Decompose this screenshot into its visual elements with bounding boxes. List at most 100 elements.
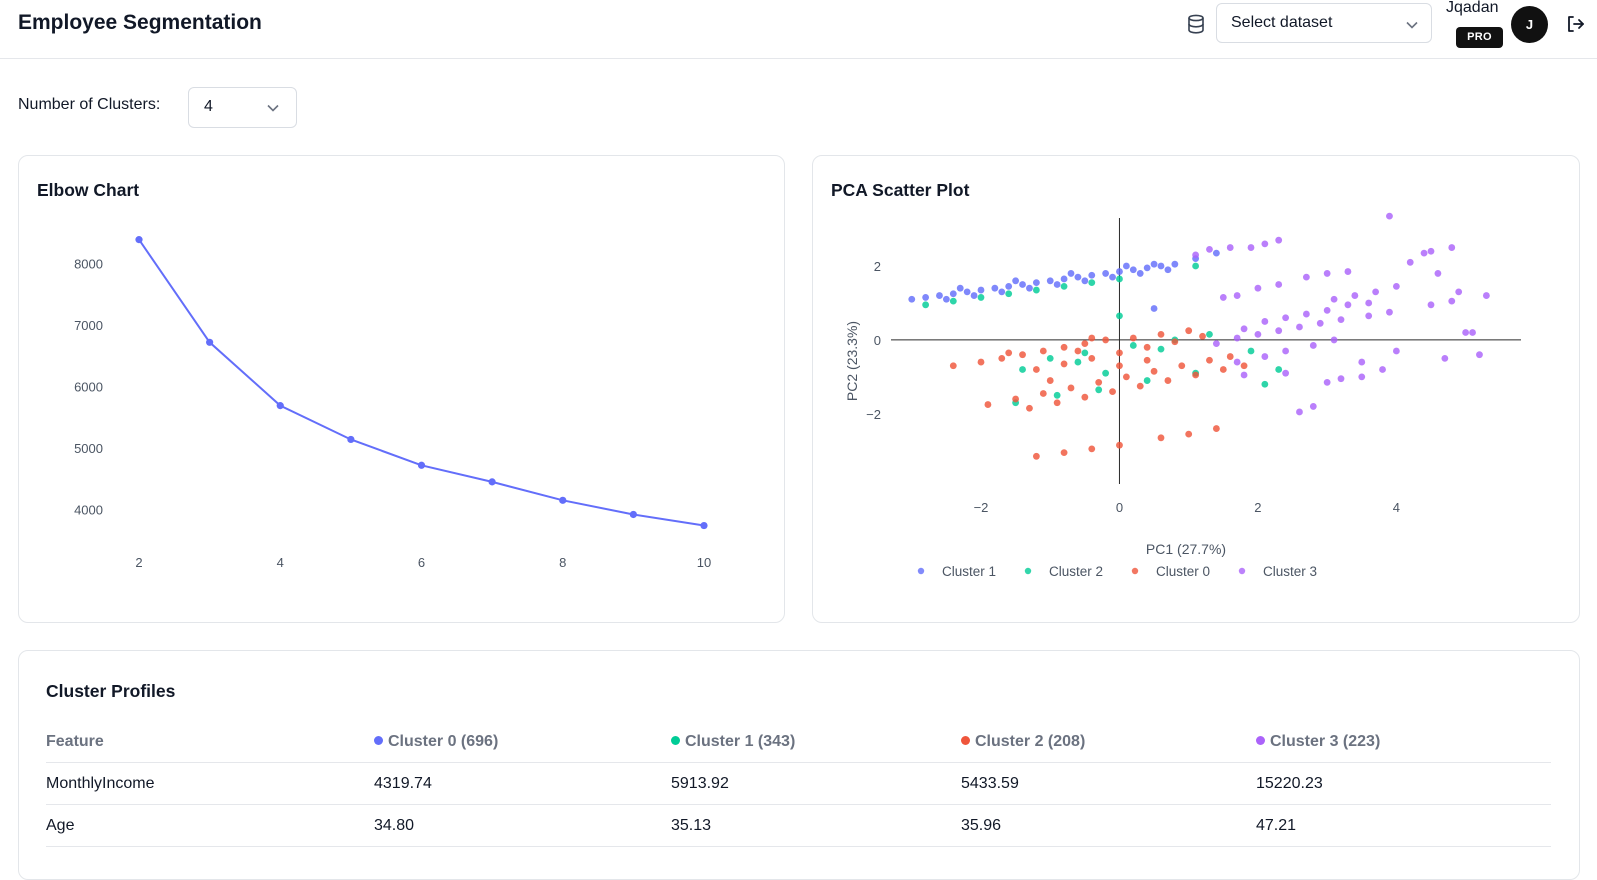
pca-scatter-title: PCA Scatter Plot (831, 180, 970, 200)
scatter-point (1060, 343, 1068, 351)
scatter-point (1150, 367, 1158, 375)
scatter-point (1254, 284, 1262, 292)
legend-label: Cluster 3 (1263, 564, 1317, 579)
scatter-point (1157, 345, 1165, 353)
legend-label: Cluster 2 (1049, 564, 1103, 579)
scatter-point (1302, 310, 1310, 318)
scatter-point (1053, 399, 1061, 407)
scatter-point (1005, 282, 1013, 290)
x-tick-label: 10 (697, 555, 711, 570)
scatter-point (1046, 277, 1054, 285)
scatter-point (1060, 282, 1068, 290)
legend-item: Cluster 3 (1238, 564, 1317, 579)
scatter-point (1302, 273, 1310, 281)
scatter-point (1116, 268, 1123, 275)
scatter-point (977, 358, 985, 366)
scatter-point (1136, 382, 1144, 390)
clusters-select[interactable]: 4 (188, 87, 297, 128)
legend-item: Cluster 1 (917, 564, 996, 579)
scatter-point (1157, 262, 1165, 270)
scatter-point (1476, 351, 1483, 359)
scatter-point (1441, 354, 1449, 362)
scatter-point (1261, 353, 1269, 360)
scatter-point (1212, 340, 1220, 348)
elbow-point (700, 521, 708, 530)
elbow-point (135, 236, 143, 244)
scatter-point (1199, 332, 1206, 340)
scatter-point (1372, 288, 1380, 296)
x-tick-label: 2 (135, 555, 142, 570)
top-bar: Employee Segmentation Select dataset Jqa… (0, 0, 1597, 59)
scatter-point (1039, 347, 1047, 355)
scatter-point (1309, 342, 1317, 349)
scatter-point (1282, 314, 1290, 322)
scatter-point (1233, 292, 1241, 299)
scatter-point (1275, 236, 1283, 244)
scatter-point (956, 284, 964, 292)
scatter-point (1275, 327, 1283, 335)
scatter-point (1254, 330, 1262, 338)
y-tick-label: 2 (874, 259, 881, 274)
scatter-point (970, 292, 978, 299)
scatter-point (1192, 371, 1200, 379)
scatter-point (998, 288, 1006, 296)
clusters-label: Number of Clusters: (18, 96, 161, 113)
scatter-point (1032, 286, 1040, 294)
scatter-point (1420, 249, 1428, 257)
scatter-point (1157, 330, 1165, 338)
scatter-point (1067, 270, 1075, 277)
cluster-color-dot (1256, 736, 1265, 745)
scatter-point (1046, 377, 1054, 384)
dataset-select[interactable]: Select dataset (1216, 3, 1432, 43)
scatter-point (1088, 334, 1096, 342)
pca-scatter-chart: −2 0 2 4 2 0 −2 PC1 (27.7%) PC2 (23.3%) Cluster 1… (844, 212, 1521, 579)
scatter-point (991, 284, 999, 292)
scatter-point (1226, 244, 1234, 251)
scatter-point (1261, 240, 1269, 248)
scatter-point (1039, 390, 1047, 397)
x-axis-label: PC1 (27.7%) (1146, 541, 1226, 557)
scatter-point (1095, 379, 1103, 386)
scatter-point (949, 362, 957, 370)
elbow-point (276, 402, 284, 410)
scatter-point (1150, 305, 1158, 312)
elbow-line (138, 239, 705, 527)
avatar[interactable]: J (1511, 6, 1548, 43)
scatter-point (1275, 366, 1283, 373)
legend-item: Cluster 2 (1024, 564, 1103, 579)
scatter-point (1219, 294, 1227, 301)
column-header: Cluster 3 (223) (1256, 733, 1380, 751)
scatter-point (1185, 327, 1193, 335)
scatter-point (1129, 266, 1137, 274)
scatter-point (1019, 281, 1026, 288)
scatter-point (908, 295, 916, 303)
scatter-point (936, 292, 943, 299)
cluster-profiles-title: Cluster Profiles (46, 681, 176, 701)
scatter-point (1330, 336, 1338, 344)
scatter-point (1005, 290, 1013, 298)
scatter-point (1171, 338, 1179, 346)
scatter-point (1136, 270, 1144, 277)
scatter-point (1206, 246, 1213, 253)
logout-icon[interactable] (1565, 14, 1585, 34)
legend-marker (1131, 567, 1139, 575)
scatter-point (1358, 358, 1366, 366)
scatter-point (1261, 380, 1269, 388)
scatter-point (1102, 369, 1110, 377)
scatter-point (1102, 336, 1110, 344)
elbow-chart-title: Elbow Chart (37, 180, 140, 200)
scatter-point (1247, 244, 1255, 251)
column-header-label: Cluster 2 (208) (975, 733, 1086, 750)
scatter-point (1150, 260, 1158, 268)
scatter-point (1330, 295, 1338, 303)
scatter-point (1116, 312, 1123, 320)
chevron-down-icon (267, 104, 279, 112)
scatter-point (1219, 366, 1227, 373)
scatter-point (1261, 318, 1269, 325)
scatter-point (1109, 388, 1116, 396)
scatter-point (1344, 301, 1352, 309)
table-cell: 4319.74 (374, 775, 432, 792)
scatter-point (1116, 275, 1123, 283)
column-header-label: Cluster 1 (343) (685, 733, 796, 750)
scatter-point (1386, 212, 1393, 220)
